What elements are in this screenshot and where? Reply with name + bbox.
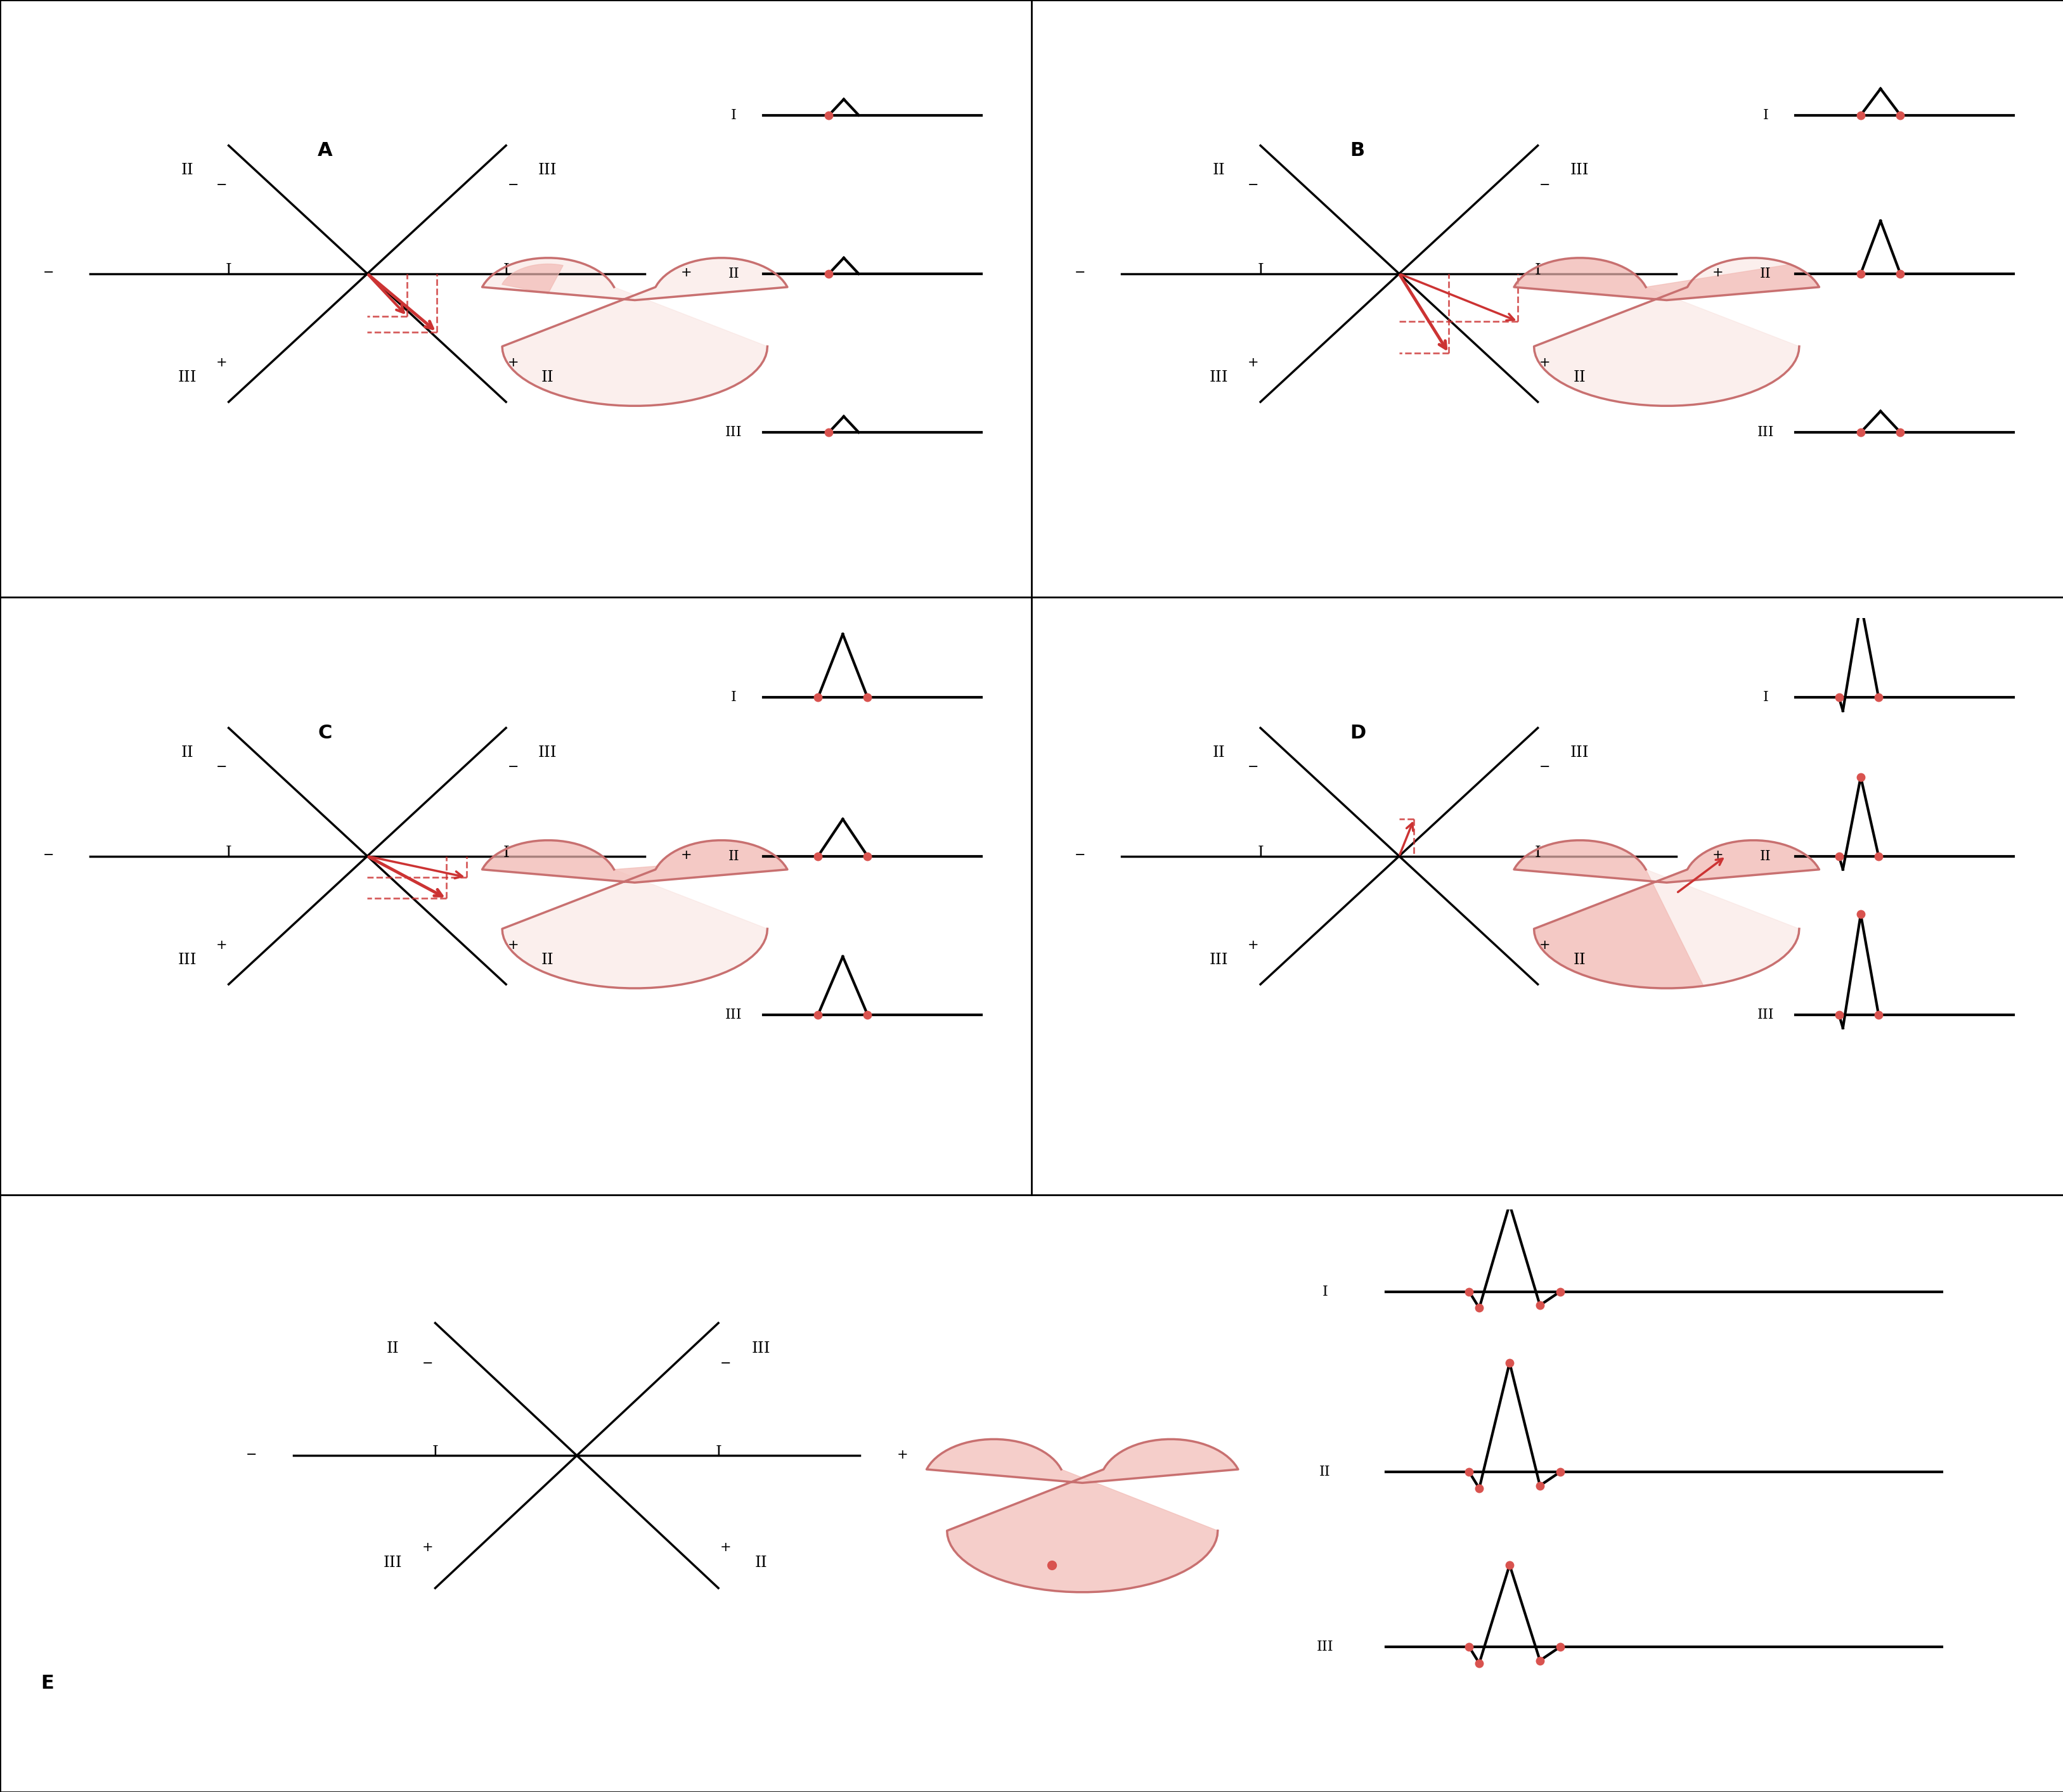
- Polygon shape: [1514, 258, 1820, 405]
- Text: I: I: [225, 263, 231, 278]
- Text: E: E: [41, 1674, 54, 1693]
- Text: I: I: [431, 1444, 437, 1459]
- Polygon shape: [483, 840, 788, 882]
- Text: I: I: [1762, 690, 1768, 704]
- Text: +: +: [681, 849, 691, 862]
- Polygon shape: [501, 263, 563, 294]
- Text: II: II: [728, 849, 739, 864]
- Polygon shape: [483, 258, 788, 405]
- Text: −: −: [1075, 267, 1085, 280]
- Text: +: +: [507, 357, 518, 369]
- Text: −: −: [43, 267, 54, 280]
- Text: III: III: [1758, 1007, 1774, 1021]
- Text: II: II: [1572, 371, 1584, 385]
- Text: D: D: [1349, 724, 1366, 742]
- Polygon shape: [926, 1439, 1238, 1591]
- Text: II: II: [182, 163, 194, 177]
- Text: II: II: [1760, 267, 1770, 281]
- Text: −: −: [1539, 762, 1549, 774]
- Text: III: III: [177, 371, 196, 385]
- Text: III: III: [538, 745, 557, 760]
- Text: +: +: [1539, 357, 1549, 369]
- Text: I: I: [730, 108, 736, 122]
- Text: II: II: [755, 1555, 767, 1570]
- Polygon shape: [1514, 258, 1820, 299]
- Text: +: +: [720, 1541, 730, 1554]
- Text: I: I: [225, 846, 231, 860]
- Text: +: +: [1712, 267, 1723, 280]
- Text: III: III: [726, 1007, 743, 1021]
- Text: −: −: [245, 1448, 256, 1460]
- Text: III: III: [1209, 953, 1227, 968]
- Text: III: III: [751, 1340, 769, 1357]
- Text: A: A: [318, 142, 332, 159]
- Text: III: III: [1570, 745, 1589, 760]
- Text: III: III: [1209, 371, 1227, 385]
- Text: −: −: [217, 762, 227, 774]
- Text: III: III: [538, 163, 557, 177]
- Text: +: +: [1712, 849, 1723, 862]
- Text: II: II: [1572, 953, 1584, 968]
- Text: +: +: [217, 357, 227, 369]
- Text: I: I: [1256, 263, 1263, 278]
- Text: I: I: [503, 846, 510, 860]
- Text: −: −: [1248, 179, 1258, 192]
- Text: I: I: [716, 1444, 722, 1459]
- Text: −: −: [507, 762, 518, 774]
- Polygon shape: [1514, 840, 1820, 987]
- Text: +: +: [217, 939, 227, 952]
- Text: −: −: [217, 179, 227, 192]
- Text: II: II: [1318, 1466, 1331, 1478]
- Text: II: II: [1213, 163, 1225, 177]
- Text: III: III: [1570, 163, 1589, 177]
- Text: I: I: [730, 690, 736, 704]
- Text: −: −: [1539, 179, 1549, 192]
- Text: −: −: [720, 1357, 730, 1371]
- Polygon shape: [483, 840, 788, 987]
- Text: II: II: [182, 745, 194, 760]
- Text: −: −: [423, 1357, 433, 1371]
- Text: +: +: [1248, 357, 1258, 369]
- Text: II: II: [1213, 745, 1225, 760]
- Text: II: II: [728, 267, 739, 281]
- Text: III: III: [726, 425, 743, 439]
- Text: II: II: [541, 953, 553, 968]
- Text: C: C: [318, 724, 332, 742]
- Text: −: −: [43, 849, 54, 862]
- Text: +: +: [1248, 939, 1258, 952]
- Text: I: I: [1535, 263, 1541, 278]
- Text: II: II: [541, 371, 553, 385]
- Text: B: B: [1349, 142, 1364, 159]
- Text: −: −: [1075, 849, 1085, 862]
- Text: +: +: [1539, 939, 1549, 952]
- Polygon shape: [1514, 840, 1820, 987]
- Text: I: I: [1762, 108, 1768, 122]
- Text: I: I: [1322, 1285, 1327, 1299]
- Text: +: +: [423, 1541, 433, 1554]
- Text: +: +: [507, 939, 518, 952]
- Text: II: II: [1760, 849, 1770, 864]
- Text: +: +: [681, 267, 691, 280]
- Text: −: −: [1248, 762, 1258, 774]
- Text: III: III: [177, 953, 196, 968]
- Text: +: +: [897, 1448, 908, 1460]
- Text: II: II: [386, 1340, 398, 1357]
- Text: III: III: [1758, 425, 1774, 439]
- Text: III: III: [384, 1555, 402, 1570]
- Text: −: −: [507, 179, 518, 192]
- Text: III: III: [1316, 1640, 1333, 1654]
- Text: I: I: [1256, 846, 1263, 860]
- Text: I: I: [1535, 846, 1541, 860]
- Text: I: I: [503, 263, 510, 278]
